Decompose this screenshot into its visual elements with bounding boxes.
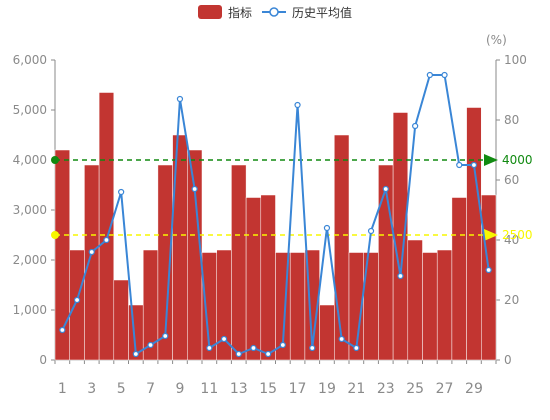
right-axis-tick-label: 40 [504,233,519,247]
bar-24 [392,112,409,361]
bar-2 [69,249,85,361]
markline-2500-label: 2500 [502,228,533,242]
line-point-4 [103,236,110,244]
left-axis-tick-label: 1,000 [13,303,47,317]
bar-28 [451,197,467,361]
bar-15 [260,194,276,361]
line-point-19 [323,224,331,232]
x-axis-tick-label: 7 [146,381,155,397]
line-point-21 [353,344,360,352]
line-point-2 [73,296,81,304]
x-axis-tick-label: 17 [289,381,307,397]
x-axis-tick-label: 3 [87,381,96,397]
right-axis-unit-label: (%) [486,33,507,47]
line-point-13 [235,350,242,358]
x-axis-tick-label: 1 [58,381,67,397]
line-point-10 [191,185,198,193]
x-axis-tick-label: 29 [465,381,483,397]
bar-5 [113,279,129,361]
bar-25 [407,239,423,361]
bar-series [54,92,497,361]
line-point-7 [147,341,154,349]
bar-3 [84,164,100,361]
legend-bar-label[interactable]: 指标 [228,5,252,20]
bar-14 [245,197,262,361]
right-axis-tick-label: 60 [504,173,519,187]
line-point-29 [470,161,478,169]
x-axis-tick-label: 13 [230,381,248,397]
right-axis-tick-label: 100 [504,53,527,67]
bar-17 [289,252,306,361]
bar-27 [436,249,453,361]
legend-line-swatch-marker[interactable] [269,7,279,17]
line-point-26 [426,71,433,79]
right-axis-ticks: 0 20 40 60 80 100 [496,53,527,367]
legend-line-label[interactable]: 历史平均值 [292,5,352,20]
right-axis-tick-label: 80 [504,113,519,127]
left-axis-tick-label: 0 [39,353,47,367]
line-point-15 [265,350,272,358]
line-point-20 [338,335,345,343]
line-point-30 [485,266,492,274]
line-point-23 [382,185,389,193]
left-axis-tick-label: 2,000 [13,253,47,267]
line-point-3 [88,248,95,256]
x-axis-tick-label: 27 [436,381,454,397]
right-axis-tick-label: 20 [504,293,519,307]
x-axis-tick-label: 5 [117,381,126,397]
left-axis-ticks: 0 1,000 2,000 3,000 4,000 5,000 6,000 [13,53,55,367]
left-axis-tick-label: 3,000 [13,203,47,217]
line-point-16 [279,341,286,349]
line-series [59,71,492,358]
line-point-22 [367,227,375,235]
x-axis-tick-label: 25 [406,381,424,397]
bar-20 [334,134,350,361]
markline-2500-arrow [484,229,498,241]
line-point-9 [176,95,184,103]
bar-30 [481,194,497,361]
line-point-28 [456,161,463,169]
bar-13 [231,164,247,361]
line-point-14 [250,344,257,352]
line-point-12 [220,335,228,343]
x-axis-tick-label: 11 [200,381,218,397]
markline-4000-label: 4000 [502,153,533,167]
x-axis-tick-label: 23 [377,381,395,397]
x-axis-tick-label: 21 [347,381,365,397]
x-axis-ticks: 1 3 5 7 9 11 13 15 17 19 21 23 25 27 29 [54,360,497,397]
markline-4000-start-dot [51,156,59,164]
line-point-5 [118,188,125,196]
line-point-25 [412,122,419,130]
legend-bar-swatch[interactable] [198,5,222,19]
bar-29 [466,107,482,361]
markline-4000-arrow [484,154,498,166]
line-point-11 [206,344,213,352]
line-point-1 [59,326,66,334]
right-axis-tick-label: 0 [504,353,512,367]
x-axis-tick-label: 19 [318,381,336,397]
x-axis-tick-label: 15 [259,381,277,397]
line-point-6 [132,350,139,358]
legend[interactable]: 指标 历史平均值 [198,5,352,20]
left-axis-tick-label: 5,000 [13,103,47,117]
line-series-path [61,74,490,355]
line-point-24 [397,272,404,280]
line-point-18 [309,344,316,352]
line-point-27 [441,71,448,79]
x-axis-tick-label: 9 [175,381,184,397]
line-point-17 [294,101,301,109]
bar-26 [422,252,438,361]
bar-19 [319,304,335,361]
left-axis-tick-label: 6,000 [13,53,47,67]
mark-lines: 4000 2500 [51,153,533,242]
line-point-8 [162,332,169,340]
left-axis-tick-label: 4,000 [13,153,47,167]
markline-2500-start-dot [51,231,59,239]
